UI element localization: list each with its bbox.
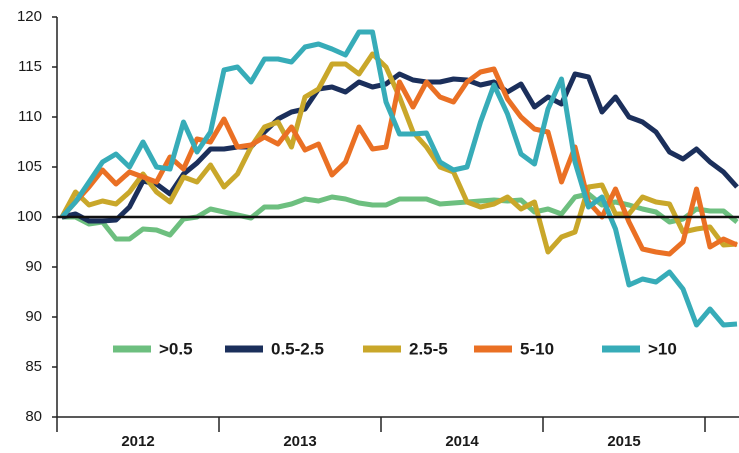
x-tick-label: 2013 bbox=[283, 433, 316, 450]
y-tick-label: 100 bbox=[17, 208, 42, 225]
legend-label: >0.5 bbox=[159, 339, 193, 358]
series-line bbox=[61, 71, 739, 224]
y-tick-label: 105 bbox=[17, 158, 42, 175]
x-tick-label: 2015 bbox=[607, 433, 640, 450]
y-tick-label: 80 bbox=[25, 408, 42, 425]
y-tick-label: 115 bbox=[18, 58, 42, 75]
y-tick-label: 110 bbox=[18, 108, 42, 125]
series-line bbox=[60, 29, 738, 328]
series-line bbox=[62, 191, 739, 242]
y-tick-label: 90 bbox=[25, 308, 42, 325]
legend-label: >10 bbox=[648, 339, 677, 358]
y-tick-label: 85 bbox=[25, 358, 42, 375]
x-tick-label: 2014 bbox=[445, 433, 479, 450]
y-tick-label: 90 bbox=[25, 258, 42, 275]
legend-label: 0.5-2.5 bbox=[271, 339, 324, 358]
legend-label: 2.5-5 bbox=[409, 339, 448, 358]
legend-label: 5-10 bbox=[520, 339, 554, 358]
y-tick-label: 120 bbox=[17, 8, 42, 25]
x-tick-label: 2012 bbox=[121, 433, 154, 450]
